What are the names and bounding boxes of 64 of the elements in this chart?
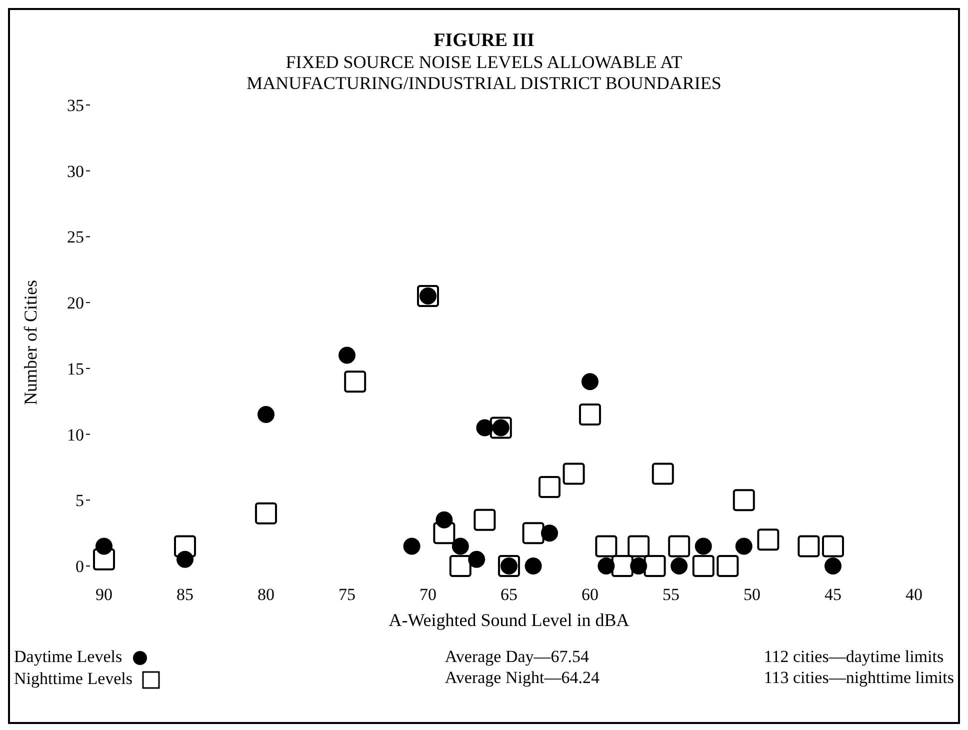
point [255,502,277,524]
point [403,538,420,555]
chart-subtitle: FIXED SOURCE NOISE LEVELS ALLOWABLE AT MANUFACTURING/INDUSTRIAL DISTRICT BOUNDARIES [246,52,722,94]
point [522,522,544,544]
point [449,555,472,577]
point [258,406,274,424]
point [611,555,634,577]
x-tick-label: 85 [176,585,194,604]
x-tick-label: 75 [338,585,356,604]
chart-title: FIGURE III [432,30,536,52]
point [562,462,585,485]
x-tick-label: 90 [96,585,112,604]
point [579,404,601,426]
point [174,535,196,558]
point [474,508,496,531]
x-tick-label: 65 [500,585,518,604]
point [757,528,780,551]
text: Average Day—67.54 [444,646,590,667]
legend-label: Nighttime Levels [14,668,134,690]
point [628,535,650,558]
y-tick-label: 0 [76,557,84,576]
point [824,558,842,574]
point [538,476,560,498]
point [716,555,739,577]
y-tick-label: 10 [67,425,84,444]
text: 112 cities—daytime limits [764,646,945,667]
point [344,370,366,393]
x-tick-label: 55 [662,585,680,604]
y-tick-label: 5 [76,491,84,510]
point [652,462,674,485]
point [598,558,615,574]
point [595,535,618,558]
x-tick-label: 80 [258,585,274,604]
point [338,346,356,364]
point [694,538,712,555]
point [798,535,820,558]
point [452,538,469,555]
y-tick-label: 35 [67,96,84,116]
point [644,555,666,577]
point [433,522,456,544]
y-tick-label: 30 [67,162,84,181]
point [670,558,688,574]
x-tick-label: 50 [744,585,760,604]
x-tick-label: 45 [824,585,842,604]
y-tick-label: 25 [67,228,84,247]
text: Average Night—64.24 [444,667,600,688]
point [582,373,598,390]
point [735,538,752,555]
point [524,558,542,574]
y-tick-label: 15 [67,359,84,378]
x-tick-label: 40 [906,585,922,604]
point [732,489,755,512]
point [692,555,714,577]
text: 113 cities—nighttime limits [764,667,954,688]
point [668,535,690,558]
x-tick-label: 60 [582,585,598,604]
point [93,548,115,570]
point [822,535,844,558]
y-axis-title: Number of Cities [20,280,40,405]
x-axis-title: A-Weighted Sound Level in dBA [388,610,630,630]
legend-label: Daytime Levels [14,646,124,668]
point [468,550,486,568]
y-tick-label: 20 [67,294,84,313]
x-tick-label: 70 [420,585,436,604]
